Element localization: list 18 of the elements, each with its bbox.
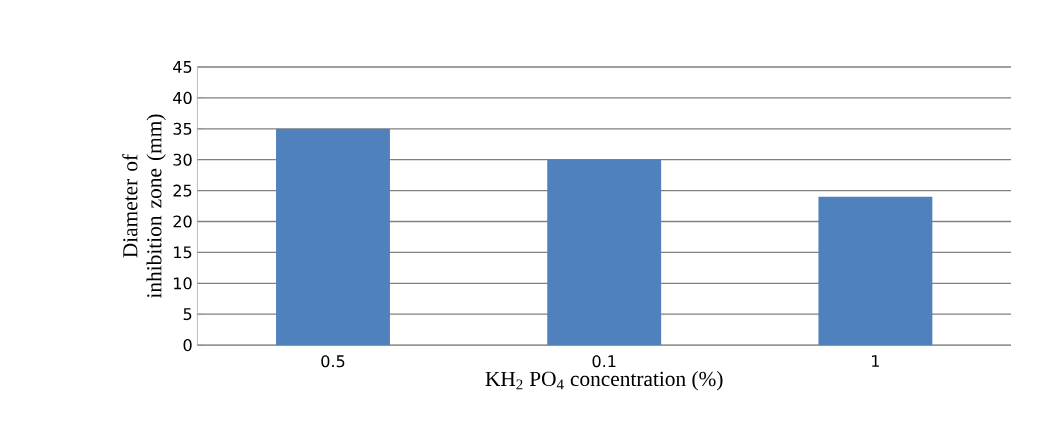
- y-tick-label: 25: [173, 184, 192, 197]
- bar: [276, 128, 390, 346]
- x-axis-title: KH$_{2}$ PO$_{4}$ concentration (%): [485, 371, 723, 391]
- bar: [547, 159, 662, 346]
- bar: [818, 196, 933, 346]
- y-tick-label: 35: [173, 122, 192, 135]
- y-axis-title: Diameter of inhibition zone (mm): [122, 114, 166, 299]
- x-tick-label: 1: [872, 355, 879, 367]
- x-tick-label: 0.1: [592, 355, 616, 368]
- y-tick-label: 30: [173, 153, 192, 166]
- y-tick-label: 5: [183, 308, 192, 321]
- y-tick-label: 45: [173, 61, 192, 73]
- y-tick-label: 15: [174, 246, 192, 259]
- x-tick-label: 0.5: [321, 355, 345, 368]
- y-tick-label: 40: [173, 91, 192, 104]
- y-tick-label: 10: [174, 277, 192, 290]
- y-tick-label: 0: [183, 338, 192, 352]
- y-tick-label: 20: [173, 215, 192, 228]
